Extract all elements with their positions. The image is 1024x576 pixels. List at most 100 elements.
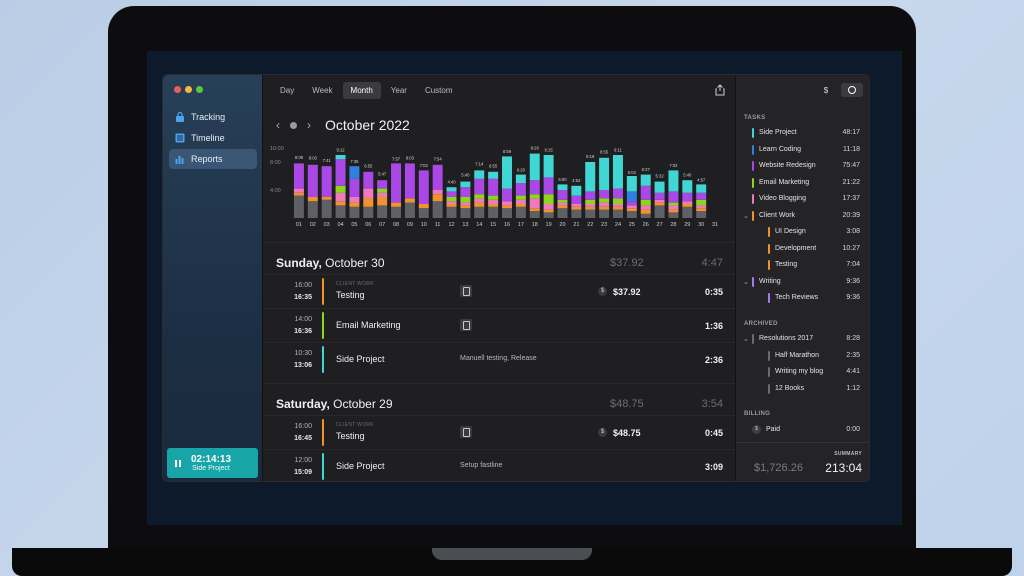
sidebar-item-timeline[interactable]: Timeline [169,128,257,148]
bar-segment[interactable] [682,180,693,193]
bar-segment[interactable] [654,202,665,206]
bar-segment[interactable] [640,213,651,218]
bar-segment[interactable] [640,205,651,210]
time-entry[interactable]: 12:00 15:09 Side Project Setup fastline 3… [264,449,735,481]
bar-segment[interactable] [307,201,318,218]
bar-segment[interactable] [502,205,512,209]
bar-segment[interactable] [682,201,693,204]
bar-segment[interactable] [557,184,568,190]
bar-segment[interactable] [612,155,623,189]
bar-segment[interactable] [571,206,582,210]
bar-segment[interactable] [474,202,485,207]
task-row[interactable]: Tech Reviews 9:36 [736,291,869,305]
bar-segment[interactable] [626,191,637,202]
time-entry[interactable]: 14:00 16:36 Email Marketing 1:36 [264,308,735,341]
archived-row[interactable]: Writing my blog 4:41 [736,365,869,379]
bar-segment[interactable] [585,191,596,200]
bar-segment[interactable] [391,206,402,218]
bar-segment[interactable] [529,153,540,181]
bar-segment[interactable] [682,206,693,218]
chevron-down-icon[interactable]: ⌄ [743,336,749,343]
bar-segment[interactable] [307,197,318,202]
pause-icon[interactable] [175,459,181,467]
clock-icon[interactable] [841,83,863,97]
bar-segment[interactable] [474,198,485,203]
bar-segment[interactable] [626,176,637,192]
bar-segment[interactable] [571,209,582,218]
money-toggle-button[interactable]: $ [823,85,829,95]
bar-segment[interactable] [543,155,554,178]
bar-segment[interactable] [515,174,526,183]
bar-segment[interactable] [446,187,457,192]
bar-segment[interactable] [696,199,707,206]
bar-segment[interactable] [335,201,346,206]
today-button[interactable] [290,121,297,129]
bar-segment[interactable] [502,201,512,206]
task-row[interactable]: Video Blogging 17:37 [736,192,869,206]
bar-segment[interactable] [488,195,499,200]
sidebar-item-tracking[interactable]: Tracking [169,107,257,127]
bar-segment[interactable] [335,192,346,202]
bar-segment[interactable] [612,188,623,199]
time-entry[interactable]: 16:00 16:45 CLIENT WORK Testing $ $48.75 … [264,415,735,448]
bar-segment[interactable] [640,174,651,186]
bar-segment[interactable] [321,166,332,197]
bar-segment[interactable] [432,190,443,195]
minimize-window-button[interactable] [185,86,192,93]
bar-segment[interactable] [488,171,499,179]
bar-segment[interactable] [460,202,471,206]
bar-segment[interactable] [529,198,540,209]
time-entry[interactable]: 10:30 13:06 Side Project Manuell testing,… [264,342,735,375]
sidebar-item-reports[interactable]: Reports [169,149,257,169]
bar-segment[interactable] [418,170,429,204]
bar-segment[interactable] [335,155,346,160]
bar-segment[interactable] [488,178,499,196]
bar-segment[interactable] [668,212,679,218]
bar-segment[interactable] [460,205,471,209]
bar-segment[interactable] [571,185,582,196]
archived-row[interactable]: Half Marathon 2:35 [736,349,869,363]
bar-segment[interactable] [599,198,610,203]
archived-row[interactable]: 12 Books 1:12 [736,382,869,396]
bar-segment[interactable] [654,192,665,200]
bar-segment[interactable] [599,190,610,199]
bar-segment[interactable] [668,170,679,192]
bar-segment[interactable] [696,192,707,200]
bar-segment[interactable] [543,209,554,213]
tab-week[interactable]: Week [312,86,333,95]
bar-segment[interactable] [377,205,388,218]
bar-segment[interactable] [626,201,637,206]
bar-segment[interactable] [404,163,415,199]
bar-segment[interactable] [391,163,402,203]
bar-segment[interactable] [696,205,707,209]
bar-segment[interactable] [612,204,623,207]
bar-segment[interactable] [626,205,637,209]
bar-segment[interactable] [626,208,637,211]
bar-segment[interactable] [612,198,623,204]
share-icon[interactable] [715,84,725,96]
bar-segment[interactable] [557,202,568,206]
bar-segment[interactable] [377,192,388,197]
bar-segment[interactable] [363,206,374,218]
active-timer[interactable]: 02:14:13 Side Project [167,448,258,478]
bar-segment[interactable] [404,202,415,218]
bar-segment[interactable] [363,198,374,207]
bar-segment[interactable] [640,185,651,200]
chevron-down-icon[interactable]: ⌄ [743,212,749,220]
chevron-left-icon[interactable]: ‹ [276,118,280,132]
bar-segment[interactable] [474,194,485,199]
bar-segment[interactable] [474,170,485,179]
bar-segment[interactable] [349,166,360,179]
bar-segment[interactable] [626,211,637,218]
bar-segment[interactable] [640,199,651,206]
bar-segment[interactable] [599,206,610,210]
tab-day[interactable]: Day [280,86,295,95]
bar-segment[interactable] [612,206,623,210]
bar-segment[interactable] [654,199,665,203]
bar-segment[interactable] [515,195,526,200]
bar-segment[interactable] [460,208,471,218]
bar-segment[interactable] [307,164,318,197]
bar-segment[interactable] [432,164,443,190]
bar-segment[interactable] [293,163,304,189]
bar-segment[interactable] [432,194,443,202]
